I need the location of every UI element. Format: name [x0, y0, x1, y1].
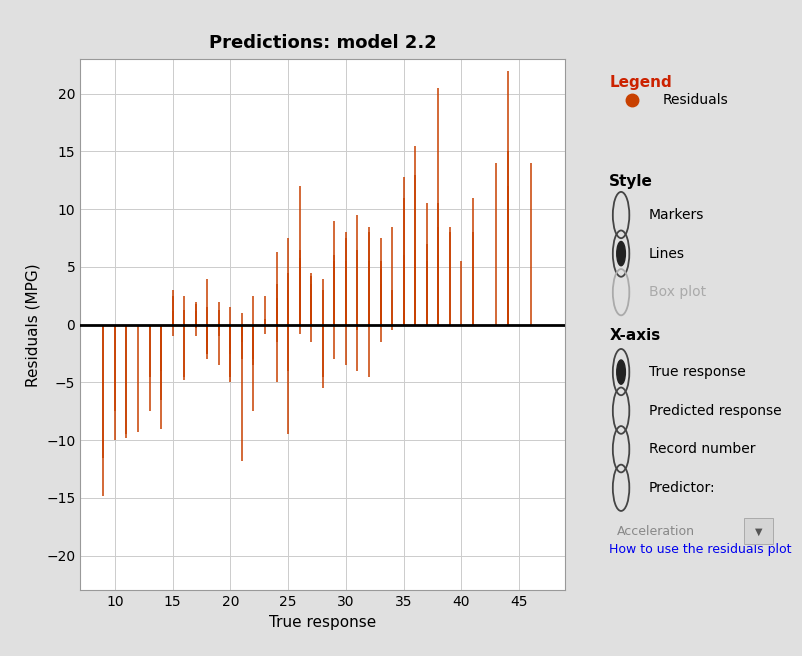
Text: True response: True response: [649, 365, 745, 379]
Text: Box plot: Box plot: [649, 285, 706, 299]
Text: Record number: Record number: [649, 442, 755, 456]
Text: Residuals: Residuals: [662, 93, 728, 107]
Text: Legend: Legend: [610, 75, 672, 89]
Title: Predictions: model 2.2: Predictions: model 2.2: [209, 34, 436, 52]
Text: ▼: ▼: [755, 526, 762, 537]
Text: Lines: Lines: [649, 247, 685, 260]
Y-axis label: Residuals (MPG): Residuals (MPG): [26, 263, 41, 386]
Circle shape: [617, 360, 626, 384]
X-axis label: True response: True response: [269, 615, 376, 630]
Text: Predictor:: Predictor:: [649, 481, 715, 495]
Text: Markers: Markers: [649, 208, 704, 222]
Text: How to use the residuals plot: How to use the residuals plot: [610, 543, 792, 556]
Circle shape: [617, 241, 626, 266]
Text: Acceleration: Acceleration: [617, 525, 695, 538]
FancyBboxPatch shape: [744, 518, 773, 544]
Text: Style: Style: [610, 174, 653, 189]
Text: Predicted response: Predicted response: [649, 403, 781, 418]
Text: X-axis: X-axis: [610, 328, 661, 343]
